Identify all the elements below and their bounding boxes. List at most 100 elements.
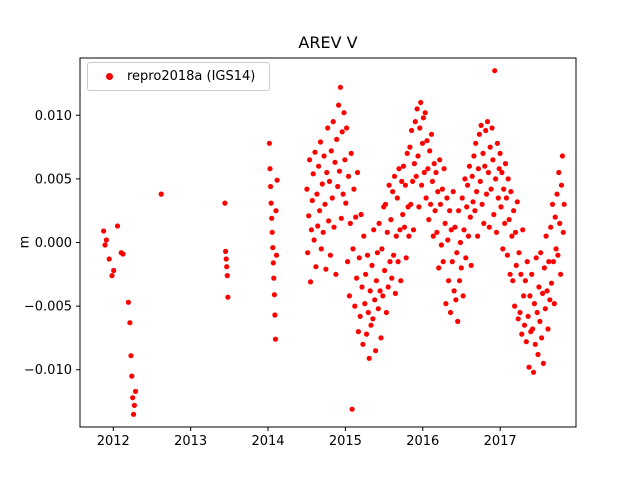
data-point bbox=[334, 136, 340, 142]
data-point bbox=[521, 293, 527, 299]
data-point bbox=[550, 259, 557, 265]
data-point bbox=[504, 252, 510, 258]
scatter-points bbox=[101, 68, 567, 417]
data-point bbox=[315, 223, 321, 229]
data-point bbox=[132, 388, 139, 394]
data-point bbox=[376, 220, 382, 226]
data-point bbox=[533, 255, 539, 261]
data-point bbox=[410, 178, 416, 184]
data-point bbox=[455, 318, 461, 324]
data-point bbox=[272, 336, 279, 342]
data-point bbox=[270, 245, 276, 251]
data-point bbox=[545, 326, 551, 332]
data-point bbox=[345, 259, 351, 265]
y-tick-label: 0.000 bbox=[35, 236, 72, 251]
data-point bbox=[523, 339, 529, 345]
data-point bbox=[320, 229, 326, 235]
x-tick-label: 2017 bbox=[484, 434, 517, 449]
data-point bbox=[531, 301, 538, 307]
data-point bbox=[542, 306, 548, 312]
data-point bbox=[501, 186, 507, 192]
data-point bbox=[337, 84, 343, 90]
data-point bbox=[552, 214, 558, 220]
data-point bbox=[460, 293, 466, 299]
data-point bbox=[324, 169, 330, 176]
data-point bbox=[509, 233, 515, 239]
data-point bbox=[525, 313, 531, 319]
data-point bbox=[483, 127, 489, 134]
data-point bbox=[458, 265, 464, 271]
data-point bbox=[421, 169, 427, 176]
data-point bbox=[158, 191, 164, 197]
data-point bbox=[551, 301, 557, 307]
data-point bbox=[532, 341, 538, 347]
data-point bbox=[546, 259, 552, 265]
data-point bbox=[428, 201, 434, 207]
data-point bbox=[351, 186, 357, 192]
data-point bbox=[389, 275, 395, 281]
data-point bbox=[335, 183, 341, 190]
data-point bbox=[427, 148, 433, 154]
data-point bbox=[394, 195, 400, 201]
data-point bbox=[271, 292, 277, 298]
data-point bbox=[439, 186, 445, 192]
data-point bbox=[382, 267, 388, 274]
y-tick-label: 0.005 bbox=[35, 172, 72, 187]
data-point bbox=[465, 182, 471, 188]
data-point bbox=[459, 195, 465, 201]
data-point bbox=[339, 129, 345, 135]
data-point bbox=[329, 195, 335, 201]
data-point bbox=[416, 204, 422, 210]
data-point bbox=[224, 264, 230, 270]
data-point bbox=[131, 402, 137, 408]
data-point bbox=[128, 353, 134, 359]
data-point bbox=[414, 106, 420, 112]
y-axis-label: m bbox=[17, 235, 33, 249]
data-point bbox=[322, 201, 328, 207]
data-point bbox=[429, 178, 435, 184]
data-point bbox=[442, 220, 448, 226]
data-point bbox=[554, 191, 560, 197]
data-point bbox=[307, 279, 314, 285]
data-point bbox=[474, 189, 480, 195]
data-point bbox=[326, 178, 333, 184]
data-point bbox=[224, 273, 230, 279]
data-point bbox=[305, 250, 311, 256]
data-point bbox=[318, 246, 324, 252]
data-point bbox=[513, 262, 519, 268]
data-point bbox=[433, 169, 439, 176]
data-point bbox=[120, 251, 126, 257]
data-point bbox=[446, 278, 452, 284]
data-point bbox=[548, 280, 555, 286]
data-point bbox=[369, 262, 375, 268]
data-point bbox=[516, 250, 522, 256]
data-point bbox=[395, 259, 401, 265]
data-point bbox=[222, 200, 228, 206]
data-point bbox=[272, 312, 278, 318]
data-point bbox=[494, 140, 500, 146]
data-point bbox=[556, 169, 562, 176]
data-point bbox=[450, 189, 456, 195]
data-point bbox=[471, 153, 477, 159]
data-point bbox=[336, 102, 342, 108]
data-point bbox=[330, 119, 336, 125]
data-point bbox=[500, 246, 506, 252]
data-point bbox=[340, 191, 346, 197]
data-point bbox=[538, 250, 544, 256]
data-point bbox=[440, 259, 446, 265]
x-tick-label: 2015 bbox=[329, 434, 362, 449]
data-point bbox=[467, 214, 473, 220]
data-point bbox=[400, 163, 407, 169]
data-point bbox=[434, 229, 440, 235]
data-point bbox=[508, 189, 514, 195]
data-point bbox=[274, 177, 280, 183]
data-point bbox=[317, 208, 323, 214]
data-point bbox=[457, 239, 463, 246]
data-point bbox=[223, 248, 229, 254]
data-point bbox=[271, 275, 277, 281]
data-point bbox=[522, 278, 529, 284]
data-point bbox=[517, 309, 523, 316]
data-point bbox=[535, 351, 541, 358]
data-point bbox=[451, 288, 457, 294]
